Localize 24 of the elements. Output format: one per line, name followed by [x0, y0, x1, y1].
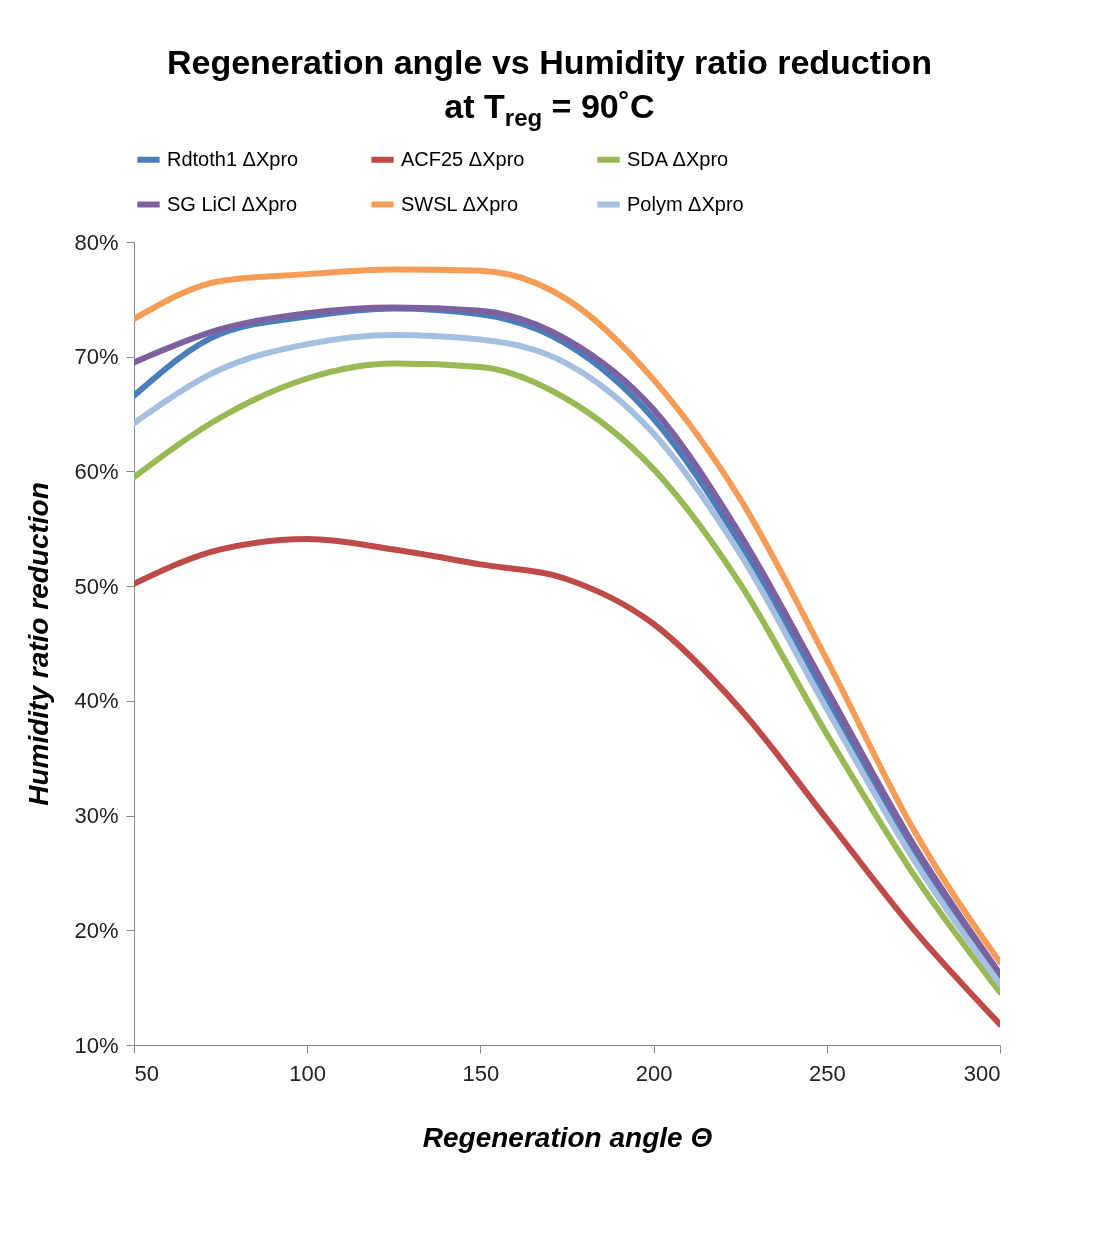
- y-tick-label: 40%: [74, 688, 119, 714]
- chart-subtitle: at T$_{reg}$ = 90˚C: [443, 86, 656, 133]
- x-axis-title: Regeneration angle Θ: [422, 1121, 713, 1153]
- chart-title: Regeneration angle vs Humidity ratio reduction: [165, 42, 934, 83]
- legend-label: SG LiCl ΔXpro: [167, 192, 298, 215]
- legend-label: Polym ΔXpro: [627, 192, 744, 215]
- x-tick-label: 200: [635, 1060, 673, 1086]
- legend-label: ACF25 ΔXpro: [401, 147, 525, 170]
- x-tick-label: 250: [808, 1060, 846, 1086]
- y-tick-label: 10%: [74, 1032, 119, 1058]
- y-tick-label: 70%: [74, 344, 119, 370]
- y-tick-label: 50%: [74, 573, 119, 599]
- legend-label: SDA ΔXpro: [627, 147, 729, 170]
- y-axis-title: Humidity ratio reduction: [23, 482, 55, 806]
- x-tick-label: 300: [963, 1060, 1001, 1086]
- x-tick-label: 100: [289, 1060, 327, 1086]
- x-tick-label: 150: [462, 1060, 500, 1086]
- legend-label: SWSL ΔXpro: [401, 192, 519, 215]
- y-tick-label: 60%: [74, 458, 119, 484]
- y-tick-label: 20%: [74, 917, 119, 943]
- y-tick-label: 30%: [74, 802, 119, 828]
- x-tick-label: 50: [134, 1060, 159, 1086]
- y-tick-label: 80%: [74, 229, 119, 255]
- legend-label: Rdtoth1 ΔXpro: [167, 147, 299, 170]
